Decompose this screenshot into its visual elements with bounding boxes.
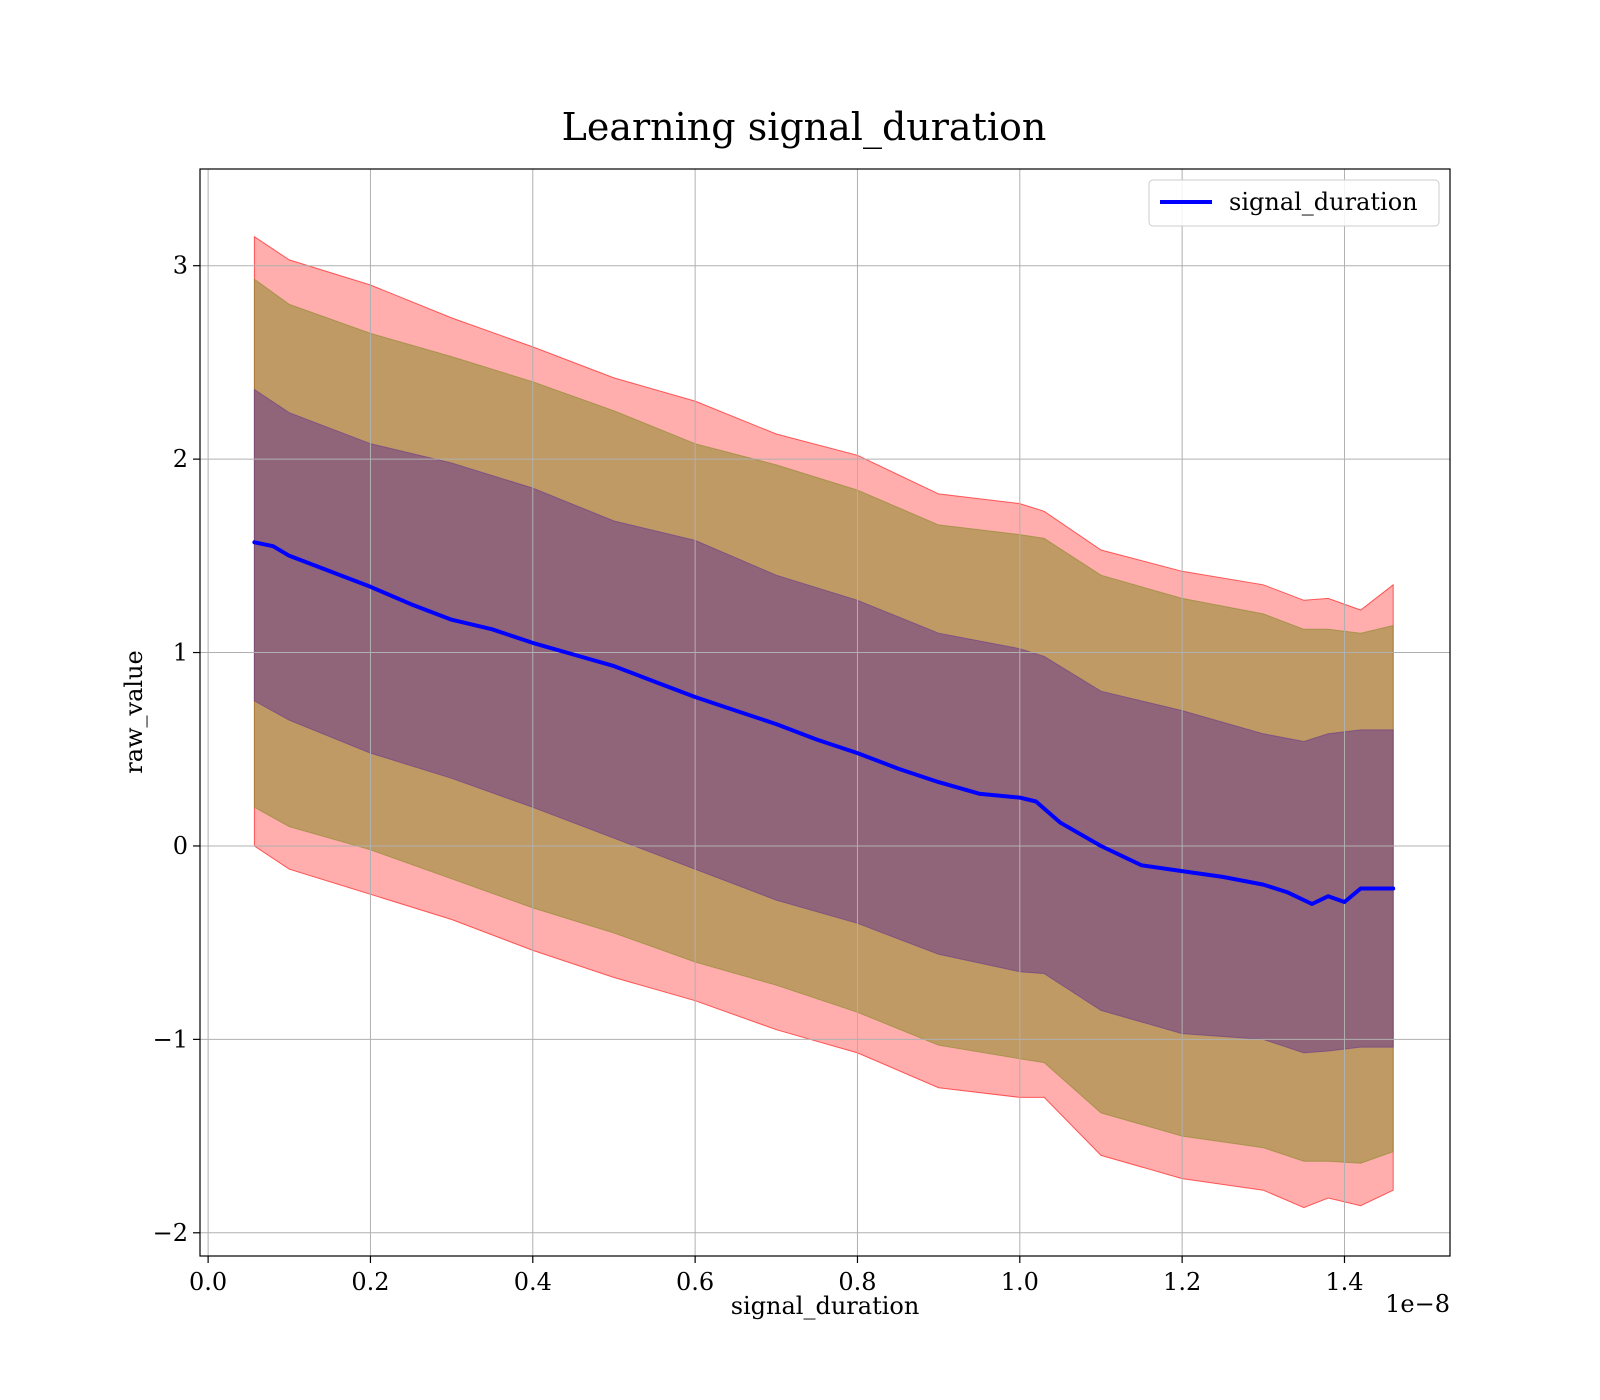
y-tick-label-4: 2 bbox=[173, 445, 188, 473]
y-axis: −2 −1 0 1 2 3 bbox=[153, 252, 200, 1247]
bands-layer bbox=[253, 235, 1394, 1209]
x-axis-label: signal_duration bbox=[731, 1292, 920, 1320]
confidence-band-2 bbox=[253, 388, 1394, 1054]
plot-frame bbox=[199, 168, 1451, 1257]
x-tick-label-5: 1.0 bbox=[1001, 1268, 1039, 1296]
legend-box bbox=[1148, 179, 1440, 227]
x-tick-label-1: 0.2 bbox=[351, 1268, 389, 1296]
y-tick-label-2: 0 bbox=[173, 832, 188, 860]
x-tick-label-0: 0.0 bbox=[189, 1268, 227, 1296]
x-tick-label-7: 1.4 bbox=[1325, 1268, 1363, 1296]
y-tick-label-5: 3 bbox=[173, 252, 188, 280]
legend-label: signal_duration bbox=[1229, 188, 1418, 216]
chart-title: Learning signal_duration bbox=[562, 105, 1047, 150]
y-tick-label-3: 1 bbox=[173, 639, 188, 667]
x-axis-offset-label: 1e−8 bbox=[1385, 1290, 1450, 1318]
grid-layer bbox=[200, 169, 1450, 1256]
series-line-0 bbox=[252, 540, 1396, 906]
x-axis: 0.0 0.2 0.4 0.6 0.8 1.0 1.2 1.4 bbox=[189, 1256, 1364, 1296]
y-tick-label-0: −2 bbox=[153, 1219, 188, 1247]
x-tick-label-6: 1.2 bbox=[1163, 1268, 1201, 1296]
y-axis-label: raw_value bbox=[120, 650, 148, 774]
legend: signal_duration bbox=[1148, 179, 1440, 227]
x-tick-label-4: 0.8 bbox=[838, 1268, 876, 1296]
y-tick-label-1: −1 bbox=[153, 1025, 188, 1053]
series-layer bbox=[252, 540, 1396, 906]
x-tick-label-2: 0.4 bbox=[514, 1268, 552, 1296]
x-tick-label-3: 0.6 bbox=[676, 1268, 714, 1296]
